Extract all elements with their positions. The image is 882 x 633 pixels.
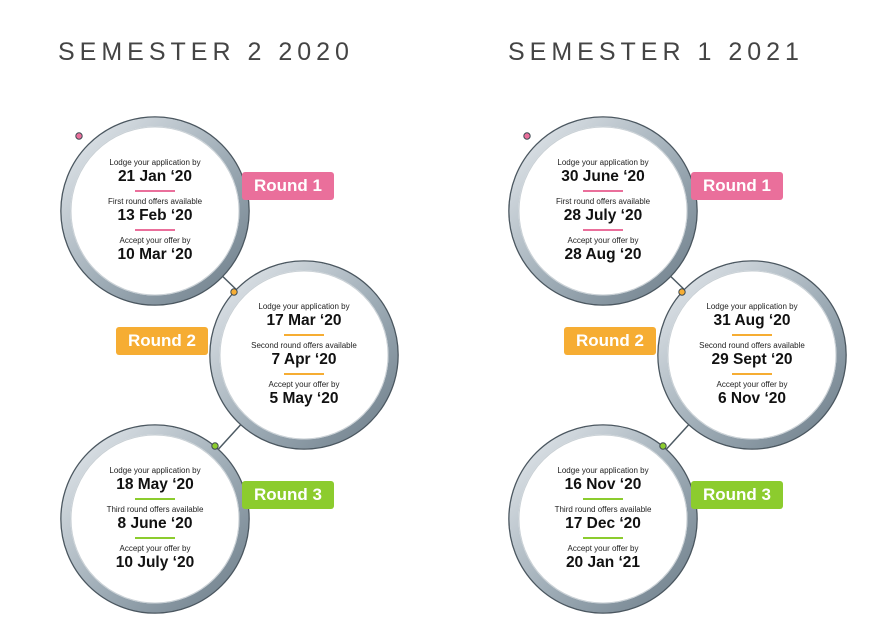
ring-inner xyxy=(219,270,389,440)
lodge-date: 31 Aug ‘20 xyxy=(713,312,791,329)
connector-line xyxy=(664,423,691,451)
offers-label: Second round offers available xyxy=(699,341,805,350)
round-3-badge: Round 3 xyxy=(242,481,334,509)
semester-title: SEMESTER 1 2021 xyxy=(508,38,804,66)
accept-date: 20 Jan ‘21 xyxy=(565,554,641,571)
round-marker-dot xyxy=(659,442,667,450)
lodge-label: Lodge your application by xyxy=(557,158,649,167)
round-marker-dot xyxy=(230,288,238,296)
separator xyxy=(732,334,772,336)
round-1-circle: Lodge your application by 21 Jan ‘20 Fir… xyxy=(69,125,241,297)
separator xyxy=(583,229,623,231)
round-2-badge: Round 2 xyxy=(564,327,656,355)
lodge-date: 30 June ‘20 xyxy=(561,168,645,185)
round-marker-dot xyxy=(523,132,531,140)
offers-date: 8 June ‘20 xyxy=(117,515,193,532)
round-marker-dot xyxy=(211,442,219,450)
lodge-date: 18 May ‘20 xyxy=(116,476,194,493)
accept-date: 10 July ‘20 xyxy=(115,554,195,571)
separator xyxy=(135,190,175,192)
lodge-label: Lodge your application by xyxy=(557,466,649,475)
ring xyxy=(509,117,697,305)
round-2-circle: Lodge your application by 31 Aug ‘20 Sec… xyxy=(666,269,838,441)
connector-line xyxy=(669,275,686,291)
ring-outline xyxy=(508,116,698,306)
round-marker-dot xyxy=(75,132,83,140)
separator xyxy=(135,537,175,539)
offers-date: 7 Apr ‘20 xyxy=(271,351,337,368)
ring xyxy=(210,261,398,449)
semester-title: SEMESTER 2 2020 xyxy=(58,38,354,66)
separator xyxy=(583,537,623,539)
ring-outline xyxy=(657,260,847,450)
accept-label: Accept your offer by xyxy=(567,236,639,245)
accept-label: Accept your offer by xyxy=(119,236,191,245)
ring-inner xyxy=(667,270,837,440)
ring-inner xyxy=(518,126,688,296)
ring-outline xyxy=(60,424,250,614)
lodge-date: 21 Jan ‘20 xyxy=(117,168,193,185)
lodge-label: Lodge your application by xyxy=(109,466,201,475)
lodge-label: Lodge your application by xyxy=(706,302,798,311)
lodge-date: 17 Mar ‘20 xyxy=(266,312,342,329)
offers-label: Second round offers available xyxy=(251,341,357,350)
round-1-badge: Round 1 xyxy=(691,172,783,200)
separator xyxy=(583,498,623,500)
lodge-label: Lodge your application by xyxy=(258,302,350,311)
accept-label: Accept your offer by xyxy=(716,380,788,389)
ring xyxy=(509,425,697,613)
accept-label: Accept your offer by xyxy=(567,544,639,553)
separator xyxy=(732,373,772,375)
offers-date: 13 Feb ‘20 xyxy=(117,207,193,224)
separator xyxy=(583,190,623,192)
separator xyxy=(284,373,324,375)
ring xyxy=(658,261,846,449)
offers-label: First round offers available xyxy=(555,197,651,206)
offers-date: 28 July ‘20 xyxy=(563,207,643,224)
round-3-badge: Round 3 xyxy=(691,481,783,509)
accept-date: 10 Mar ‘20 xyxy=(117,246,193,263)
offers-date: 29 Sept ‘20 xyxy=(711,351,793,368)
offers-label: Third round offers available xyxy=(106,505,204,514)
round-2-circle: Lodge your application by 17 Mar ‘20 Sec… xyxy=(218,269,390,441)
round-2-badge: Round 2 xyxy=(116,327,208,355)
ring-outline xyxy=(508,424,698,614)
ring-inner xyxy=(70,126,240,296)
accept-label: Accept your offer by xyxy=(268,380,340,389)
round-3-circle: Lodge your application by 16 Nov ‘20 Thi… xyxy=(517,433,689,605)
ring xyxy=(61,117,249,305)
round-3-circle: Lodge your application by 18 May ‘20 Thi… xyxy=(69,433,241,605)
offers-date: 17 Dec ‘20 xyxy=(565,515,641,532)
ring-outline xyxy=(209,260,399,450)
accept-label: Accept your offer by xyxy=(119,544,191,553)
ring-inner xyxy=(518,434,688,604)
accept-date: 6 Nov ‘20 xyxy=(717,390,787,407)
offers-label: First round offers available xyxy=(107,197,203,206)
lodge-label: Lodge your application by xyxy=(109,158,201,167)
ring-outline xyxy=(60,116,250,306)
separator xyxy=(135,229,175,231)
round-marker-dot xyxy=(678,288,686,296)
accept-date: 5 May ‘20 xyxy=(269,390,339,407)
connector-line xyxy=(216,423,243,451)
ring xyxy=(61,425,249,613)
lodge-date: 16 Nov ‘20 xyxy=(564,476,642,493)
ring-inner xyxy=(70,434,240,604)
round-1-circle: Lodge your application by 30 June ‘20 Fi… xyxy=(517,125,689,297)
separator xyxy=(284,334,324,336)
connector-line xyxy=(221,275,238,291)
round-1-badge: Round 1 xyxy=(242,172,334,200)
offers-label: Third round offers available xyxy=(554,505,652,514)
accept-date: 28 Aug ‘20 xyxy=(564,246,642,263)
separator xyxy=(135,498,175,500)
